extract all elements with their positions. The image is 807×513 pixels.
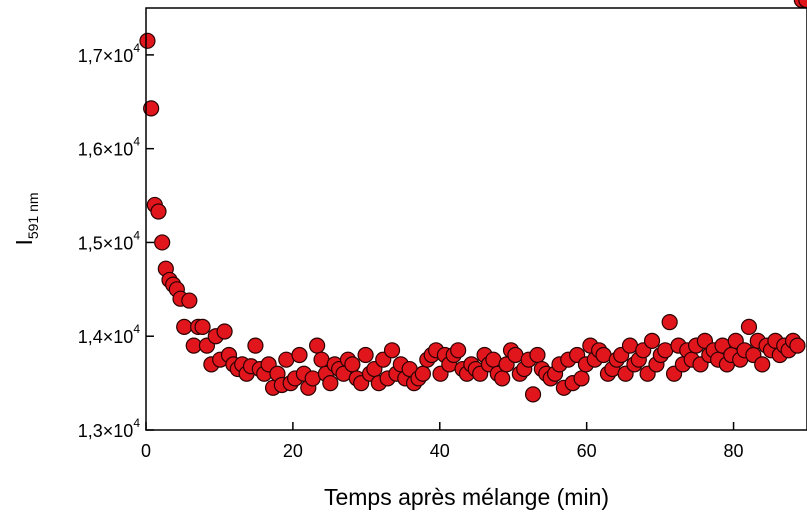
data-point xyxy=(216,323,233,340)
y-tick-mantissa: 1,6×10 xyxy=(78,140,134,160)
y-axis-title: I591 nm xyxy=(11,192,41,245)
data-point xyxy=(529,346,546,364)
y-tick-label: 1,3×104 xyxy=(78,416,141,441)
x-tick-label: 60 xyxy=(577,441,597,461)
x-tick-label: 80 xyxy=(724,441,744,461)
data-point xyxy=(322,375,339,392)
data-point xyxy=(143,100,160,117)
y-tick-label: 1,4×104 xyxy=(78,322,141,347)
data-point xyxy=(789,337,806,354)
data-point xyxy=(754,356,771,373)
x-tick-label: 40 xyxy=(430,441,450,461)
y-tick-exponent: 4 xyxy=(133,228,140,242)
data-point xyxy=(661,314,678,331)
y-tick-exponent: 4 xyxy=(133,416,140,430)
y-tick-label: 1,5×104 xyxy=(78,228,141,253)
y-axis-title-subscript: 591 nm xyxy=(25,192,41,239)
data-point xyxy=(181,292,198,309)
x-tick-label: 20 xyxy=(283,441,303,461)
data-point xyxy=(194,318,211,335)
data-point xyxy=(176,318,193,335)
data-point xyxy=(643,332,661,350)
data-point xyxy=(139,32,156,49)
x-axis-title: Temps après mélange (min) xyxy=(324,484,609,510)
data-point xyxy=(740,318,758,335)
data-point xyxy=(494,370,511,387)
data-points xyxy=(139,0,807,403)
data-point xyxy=(383,342,401,359)
x-tick-label: 0 xyxy=(141,441,151,461)
data-point xyxy=(573,370,590,387)
data-point xyxy=(150,203,167,220)
y-tick-exponent: 4 xyxy=(133,322,140,336)
x-axis-ticks: 0 20 40 60 80 xyxy=(141,422,744,461)
data-point xyxy=(247,337,264,354)
y-tick-mantissa: 1,4×10 xyxy=(78,327,134,347)
data-point xyxy=(414,365,431,382)
data-point xyxy=(291,346,308,364)
y-axis-title-main: I xyxy=(11,239,37,245)
y-tick-label: 1,6×104 xyxy=(78,135,141,160)
y-tick-mantissa: 1,7×10 xyxy=(78,46,134,66)
y-tick-exponent: 4 xyxy=(133,135,140,149)
data-point xyxy=(524,386,542,403)
data-point xyxy=(450,342,467,359)
y-tick-mantissa: 1,3×10 xyxy=(78,421,134,441)
data-point xyxy=(357,346,374,364)
y-tick-exponent: 4 xyxy=(133,41,140,55)
y-tick-label: 1,7×104 xyxy=(78,41,141,66)
data-point xyxy=(344,356,361,373)
y-tick-mantissa: 1,5×10 xyxy=(78,233,134,253)
plot-frame xyxy=(145,7,807,431)
data-point xyxy=(309,337,326,354)
data-point xyxy=(154,234,171,251)
